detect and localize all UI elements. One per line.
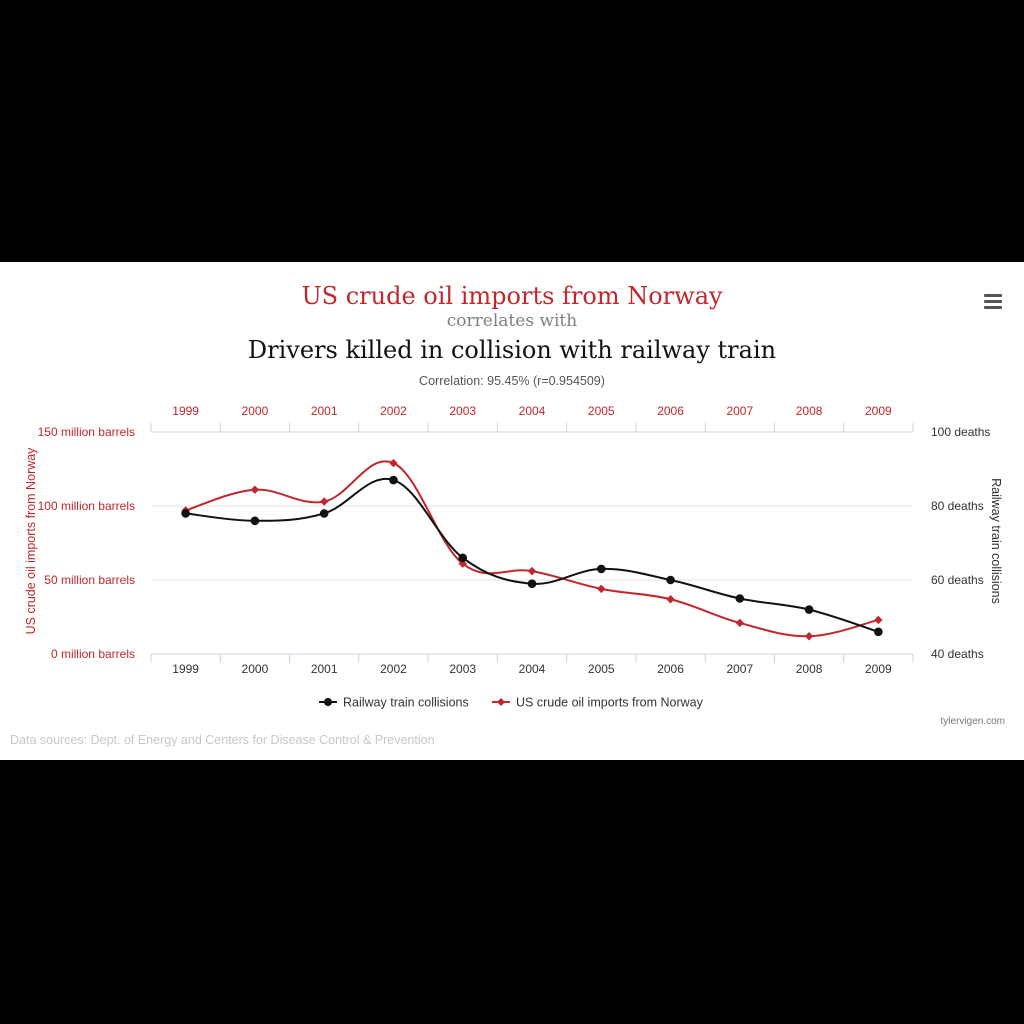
data-point-diamond[interactable] bbox=[527, 566, 537, 576]
right-y-tick-label: 40 deaths bbox=[931, 647, 984, 661]
hamburger-menu-icon[interactable] bbox=[982, 291, 1004, 311]
series-railway-collisions[interactable] bbox=[181, 475, 883, 637]
right-y-tick-label: 100 deaths bbox=[931, 425, 990, 439]
credit-text[interactable]: tylervigen.com bbox=[941, 716, 1005, 727]
top-x-tick-label: 2003 bbox=[449, 404, 476, 418]
legend-marker-circle bbox=[324, 698, 332, 706]
right-y-tick-label: 80 deaths bbox=[931, 499, 984, 513]
legend-item-railway[interactable]: Railway train collisions bbox=[319, 696, 469, 710]
data-point-diamond[interactable] bbox=[250, 485, 260, 494]
bottom-x-tick-label: 2006 bbox=[657, 662, 684, 676]
legend-item-oil-imports[interactable]: US crude oil imports from Norway bbox=[492, 696, 704, 710]
chart-connector-text: correlates with bbox=[447, 311, 577, 331]
top-x-tick-label: 1999 bbox=[172, 404, 199, 418]
left-y-tick-label: 150 million barrels bbox=[38, 425, 135, 439]
legend-marker-diamond bbox=[497, 698, 505, 706]
bottom-x-tick-label: 2003 bbox=[449, 662, 476, 676]
top-x-axis: 1999 2000 2001 2002 2003 2004 2005 2006 2007 2008… bbox=[150, 404, 914, 433]
top-x-tick-label: 2002 bbox=[380, 404, 407, 418]
series-layer bbox=[181, 458, 883, 641]
chart-canvas: US crude oil imports from Norway correla… bbox=[10, 282, 1005, 747]
right-axis-title: Railway train collisions bbox=[989, 478, 1003, 604]
data-point-circle[interactable] bbox=[250, 516, 260, 526]
data-sources-text: Data sources: Dept. of Energy and Center… bbox=[10, 733, 435, 747]
data-point-circle[interactable] bbox=[874, 627, 883, 637]
data-point-diamond[interactable] bbox=[804, 632, 814, 641]
right-y-axis: 40 deaths 60 deaths 80 deaths 100 deaths bbox=[931, 425, 990, 661]
top-x-tick-label: 2009 bbox=[865, 404, 892, 418]
top-x-tick-label: 2007 bbox=[726, 404, 753, 418]
correlation-text: Correlation: 95.45% (r=0.954509) bbox=[419, 374, 605, 388]
top-x-tick-label: 2004 bbox=[519, 404, 546, 418]
bottom-x-tick-label: 2005 bbox=[588, 662, 615, 676]
data-point-diamond[interactable] bbox=[874, 615, 883, 625]
data-point-diamond[interactable] bbox=[666, 595, 675, 604]
data-point-circle[interactable] bbox=[666, 575, 675, 585]
left-y-axis: 0 million barrels 50 million barrels 100 m… bbox=[38, 425, 135, 661]
chart-card: US crude oil imports from Norway correla… bbox=[0, 262, 1024, 760]
bottom-x-tick-label: 2009 bbox=[865, 662, 892, 676]
bottom-x-axis: 1999 2000 2001 2002 2003 2004 2005 2006 2007 2008… bbox=[150, 653, 914, 676]
bottom-x-tick-label: 2007 bbox=[726, 662, 753, 676]
bottom-x-tick-label: 2000 bbox=[242, 662, 269, 676]
data-point-circle[interactable] bbox=[527, 579, 537, 588]
series-line[interactable] bbox=[185, 477, 879, 633]
data-point-circle[interactable] bbox=[319, 509, 329, 518]
data-point-diamond[interactable] bbox=[458, 559, 467, 568]
left-y-tick-label: 0 million barrels bbox=[51, 647, 135, 661]
top-x-tick-label: 2001 bbox=[311, 404, 338, 418]
grid bbox=[151, 431, 913, 655]
bottom-x-tick-label: 2008 bbox=[796, 662, 823, 676]
bottom-x-tick-label: 2004 bbox=[519, 662, 546, 676]
data-point-diamond[interactable] bbox=[597, 584, 606, 594]
legend[interactable]: Railway train collisions US crude oil imp… bbox=[319, 696, 704, 710]
left-y-tick-label: 50 million barrels bbox=[44, 573, 135, 587]
data-point-diamond[interactable] bbox=[735, 618, 745, 628]
legend-label: US crude oil imports from Norway bbox=[516, 696, 704, 710]
data-point-circle[interactable] bbox=[735, 594, 745, 603]
right-y-tick-label: 60 deaths bbox=[931, 573, 984, 587]
data-point-circle[interactable] bbox=[458, 553, 468, 563]
top-x-tick-label: 2006 bbox=[657, 404, 684, 418]
chart-subtitle: Drivers killed in collision with railway… bbox=[248, 336, 776, 364]
series-oil-imports[interactable] bbox=[181, 458, 883, 641]
top-x-tick-label: 2008 bbox=[796, 404, 823, 418]
data-point-circle[interactable] bbox=[389, 475, 398, 485]
data-point-circle[interactable] bbox=[181, 509, 190, 518]
legend-label: Railway train collisions bbox=[343, 696, 469, 710]
bottom-x-tick-label: 2001 bbox=[311, 662, 338, 676]
chart-title: US crude oil imports from Norway bbox=[301, 282, 723, 310]
left-y-tick-label: 100 million barrels bbox=[38, 499, 135, 513]
bottom-x-tick-label: 1999 bbox=[172, 662, 199, 676]
top-x-tick-label: 2005 bbox=[588, 404, 615, 418]
bottom-x-tick-label: 2002 bbox=[380, 662, 407, 676]
data-point-diamond[interactable] bbox=[319, 497, 329, 506]
data-point-circle[interactable] bbox=[596, 564, 606, 574]
data-point-circle[interactable] bbox=[804, 605, 814, 614]
series-line[interactable] bbox=[185, 460, 879, 638]
data-point-diamond[interactable] bbox=[389, 458, 398, 468]
left-axis-title: US crude oil imports from Norway bbox=[24, 447, 38, 635]
top-x-tick-label: 2000 bbox=[242, 404, 269, 418]
